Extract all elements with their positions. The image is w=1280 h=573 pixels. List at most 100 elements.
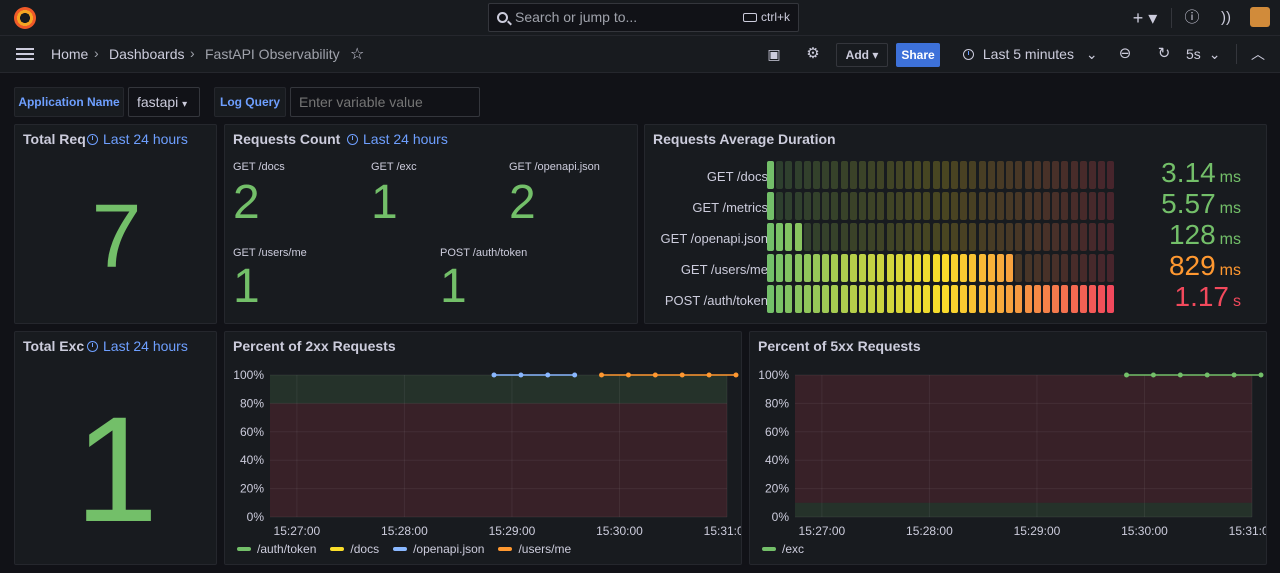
gauge-segment: [978, 161, 986, 189]
chevron-up-icon[interactable]: ︿: [1251, 46, 1265, 62]
legend-item[interactable]: /docs: [330, 542, 379, 556]
rss-icon[interactable]: )): [1221, 9, 1231, 26]
gauge-segment: [831, 223, 839, 251]
y-tick-label: 60%: [240, 425, 264, 439]
time-range-picker[interactable]: Last 5 minutes ⌄: [963, 43, 1105, 67]
gauge-segment: [868, 223, 876, 251]
gauge-segment: [794, 161, 802, 189]
pct-2xx-chart[interactable]: 0% 20% 40% 60% 80% 100% 15:27:00 15:28:00 15:29:…: [225, 362, 742, 562]
gauge-segment: [1052, 254, 1060, 282]
gauge-segment: [987, 192, 995, 220]
x-tick-label: 15:31:00: [1229, 524, 1267, 538]
gauge-segment: [1089, 254, 1096, 282]
gear-icon[interactable]: ⚙: [806, 45, 820, 62]
chevron-down-icon: ⌄: [1208, 46, 1221, 62]
gauge-segment: [803, 223, 811, 251]
gauge-segment: [960, 192, 968, 220]
gauge-segment: [831, 254, 839, 282]
grafana-logo-icon[interactable]: [14, 7, 36, 29]
gauge-segment: [1006, 192, 1014, 220]
threshold-band: [795, 375, 1252, 503]
data-point: [1124, 372, 1130, 378]
keyboard-shortcut: ctrl+k: [742, 4, 790, 31]
gauge-segment: [776, 285, 784, 313]
gauge-segment: [849, 254, 857, 282]
gauge-label: GET /metrics: [692, 200, 768, 215]
legend-item[interactable]: /auth/token: [237, 542, 316, 556]
gauge-segment: [822, 192, 830, 220]
gauge-segment: [1061, 192, 1069, 220]
threshold-band: [270, 403, 727, 517]
help-icon[interactable]: ⓘ: [1184, 9, 1200, 26]
gauge-segment: [951, 161, 958, 189]
gauge-segment: [1033, 223, 1041, 251]
gauge-segment: [1024, 161, 1032, 189]
plus-icon[interactable]: + ▾: [1132, 8, 1158, 28]
refresh-icon[interactable]: ↻: [1157, 45, 1171, 62]
legend-label: /docs: [350, 542, 380, 556]
search-input[interactable]: Search or jump to... ctrl+k: [488, 3, 799, 32]
y-tick-label: 80%: [240, 396, 264, 410]
gauge-segment: [1024, 254, 1032, 282]
share-button[interactable]: Share: [896, 43, 940, 67]
gauge-segment: [1061, 285, 1069, 313]
requests-count-panel: Requests Count Last 24 hours GET /docs 2…: [224, 124, 638, 324]
panel-time-override: Last 24 hours: [87, 131, 188, 147]
save-icon[interactable]: ▣: [767, 46, 781, 62]
panel-title: Requests Count: [233, 131, 341, 147]
gauge-segment: [1070, 223, 1078, 251]
avatar[interactable]: [1250, 7, 1270, 27]
log-query-input[interactable]: [290, 87, 480, 117]
gauge-value: 3.14 ms: [1125, 158, 1241, 193]
gauge-segment: [886, 223, 894, 251]
gauge-number: 1.17: [1174, 281, 1230, 312]
gauge-segment: [951, 223, 958, 251]
panel-time-override: Last 24 hours: [87, 338, 188, 354]
gauge-segment: [1107, 192, 1115, 220]
panel-title: Percent of 2xx Requests: [233, 338, 396, 354]
gauge-segment: [822, 223, 830, 251]
gauge-segment: [849, 161, 857, 189]
gauge-segment: [960, 285, 968, 313]
gauge-unit: ms: [1219, 169, 1241, 186]
data-point: [1258, 372, 1264, 378]
gauge-segment: [905, 285, 912, 313]
gauge-segment: [849, 223, 857, 251]
star-icon[interactable]: ☆: [350, 46, 365, 63]
gauge-segment: [822, 161, 830, 189]
gauge-segment: [1043, 254, 1050, 282]
chart-legend: /auth/token/docs/openapi.json/users/me: [237, 542, 585, 556]
gauge-segment: [895, 254, 903, 282]
resize-handle[interactable]: [216, 260, 217, 320]
threshold-band: [270, 375, 727, 404]
gauge-value: 1.17 s: [1125, 281, 1242, 317]
gauge-segment: [960, 223, 968, 251]
gauge-segment: [785, 192, 793, 220]
pct-5xx-panel: Percent of 5xx Requests 0% 20% 40% 60% 80% 10…: [749, 331, 1267, 565]
time-range-label: Last 5 minutes: [982, 46, 1074, 62]
app-name-select[interactable]: fastapi ▾: [128, 87, 200, 117]
gauge-segment: [1006, 254, 1014, 282]
refresh-interval-picker[interactable]: 5s ⌄: [1186, 43, 1220, 67]
gauge-segment: [813, 285, 820, 313]
gauge-segment: [1079, 161, 1087, 189]
legend-item[interactable]: /users/me: [498, 542, 571, 556]
pct-5xx-chart[interactable]: 0% 20% 40% 60% 80% 100% 15:27:00 15:28:00 15:29:…: [750, 362, 1267, 562]
breadcrumb-dashboards[interactable]: Dashboards: [109, 46, 185, 62]
breadcrumb-home[interactable]: Home: [51, 46, 89, 62]
legend-item[interactable]: /openapi.json: [393, 542, 484, 556]
legend-item[interactable]: /exc: [762, 542, 804, 556]
gauge-segment: [803, 161, 811, 189]
log-query-label: Log Query: [214, 87, 286, 117]
gauge-segment: [969, 161, 977, 189]
stat-value: 1: [233, 260, 260, 313]
gauge-segment: [941, 192, 949, 220]
gauge-segment: [1052, 285, 1060, 313]
stat-label: POST /auth/token: [440, 247, 528, 259]
add-button[interactable]: Add ▾: [836, 43, 888, 67]
gauge-segment: [914, 161, 922, 189]
zoom-out-icon[interactable]: ⊖: [1118, 45, 1132, 62]
gauge-segment: [997, 254, 1004, 282]
menu-icon[interactable]: [16, 48, 34, 60]
y-tick-label: 100%: [233, 368, 264, 382]
